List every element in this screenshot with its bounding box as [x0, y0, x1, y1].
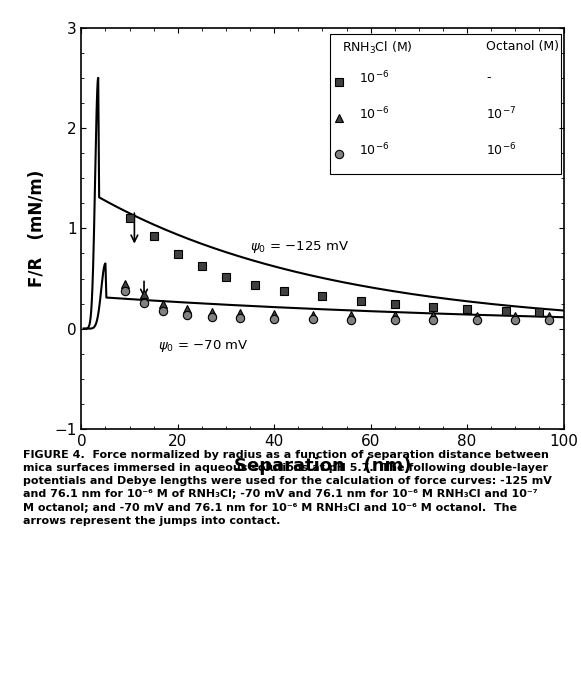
Text: $\psi_0$ = $-125$ mV: $\psi_0$ = $-125$ mV	[250, 239, 349, 255]
Text: -: -	[486, 71, 491, 84]
Y-axis label: F/R   (mN/m): F/R (mN/m)	[28, 170, 46, 287]
Text: Octanol (M): Octanol (M)	[486, 39, 560, 53]
Text: $10^{-7}$: $10^{-7}$	[486, 106, 517, 122]
Text: RNH$_3$Cl (M): RNH$_3$Cl (M)	[342, 39, 413, 56]
Text: $10^{-6}$: $10^{-6}$	[358, 142, 389, 158]
Text: $10^{-6}$: $10^{-6}$	[358, 70, 389, 86]
Text: $\psi_0$ = $-70$ mV: $\psi_0$ = $-70$ mV	[159, 338, 249, 354]
Text: FIGURE 4.  Force normalized by radius as a function of separation distance betwe: FIGURE 4. Force normalized by radius as …	[23, 450, 552, 526]
Text: $10^{-6}$: $10^{-6}$	[486, 142, 517, 158]
Text: $10^{-6}$: $10^{-6}$	[358, 106, 389, 122]
X-axis label: Separation   (nm): Separation (nm)	[234, 457, 411, 475]
